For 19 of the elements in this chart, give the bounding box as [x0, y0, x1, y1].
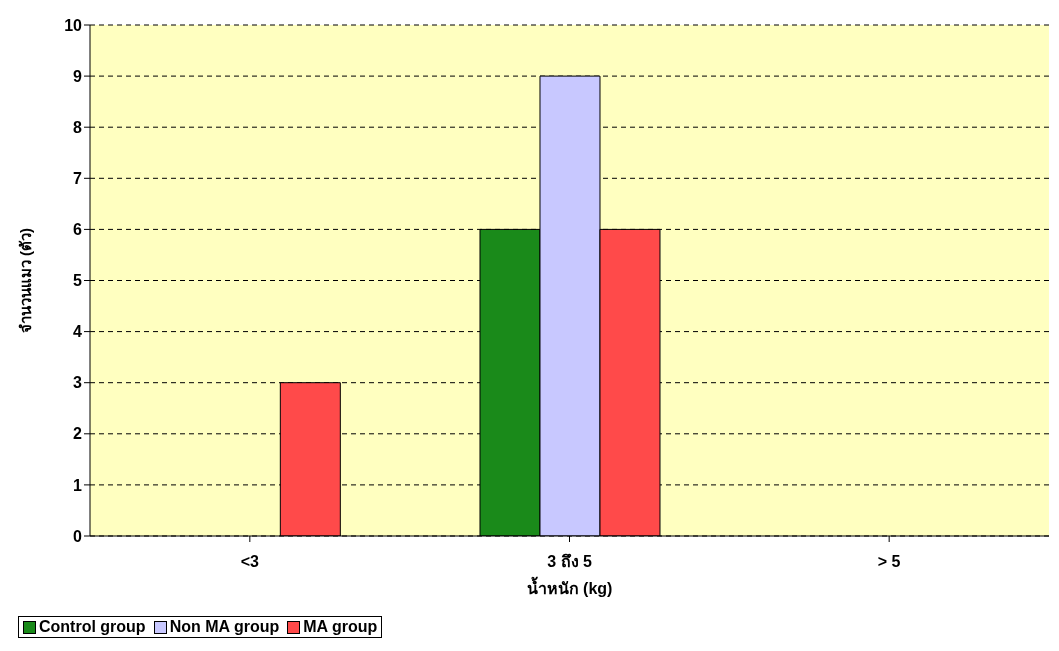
y-tick-label: 8 [73, 118, 83, 136]
y-tick-label: 3 [73, 374, 83, 392]
y-tick-label: 0 [73, 527, 83, 545]
y-axis-title: จำนวนแมว (ตัว) [17, 227, 35, 334]
y-tick-label: 4 [73, 323, 83, 341]
x-axis-title: น้ำหนัก (kg) [526, 576, 613, 597]
x-tick-label: <3 [240, 553, 260, 571]
legend-label: Control group [38, 618, 146, 636]
y-tick-label: 10 [64, 16, 83, 34]
y-tick-label: 2 [73, 425, 83, 443]
x-tick-label: 3 ถึง 5 [547, 553, 592, 571]
x-tick-label: > 5 [877, 553, 901, 571]
y-tick-label: 9 [73, 67, 83, 85]
legend-label: Non MA group [168, 618, 280, 636]
legend-label: MA group [302, 618, 378, 636]
y-tick-label: 1 [73, 476, 83, 494]
y-tick-label: 6 [73, 221, 83, 239]
y-tick-label: 7 [73, 169, 83, 187]
y-tick-label: 5 [73, 272, 83, 290]
